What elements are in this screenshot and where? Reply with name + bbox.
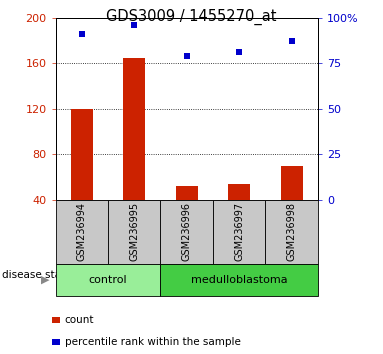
Text: GSM236998: GSM236998 [286, 202, 297, 261]
Text: percentile rank within the sample: percentile rank within the sample [65, 337, 241, 347]
Text: GDS3009 / 1455270_at: GDS3009 / 1455270_at [106, 9, 277, 25]
Text: count: count [65, 315, 94, 325]
Text: control: control [89, 275, 127, 285]
Text: GSM236995: GSM236995 [129, 202, 139, 262]
Text: GSM236994: GSM236994 [77, 202, 87, 261]
Bar [71, 109, 93, 200]
Bar [176, 186, 198, 200]
Bar [281, 166, 303, 200]
Bar [123, 58, 145, 200]
Text: GSM236997: GSM236997 [234, 202, 244, 262]
Text: medulloblastoma: medulloblastoma [191, 275, 288, 285]
Text: GSM236996: GSM236996 [182, 202, 192, 261]
Text: disease state: disease state [2, 270, 71, 280]
Text: ▶: ▶ [41, 275, 49, 285]
Bar [228, 184, 250, 200]
